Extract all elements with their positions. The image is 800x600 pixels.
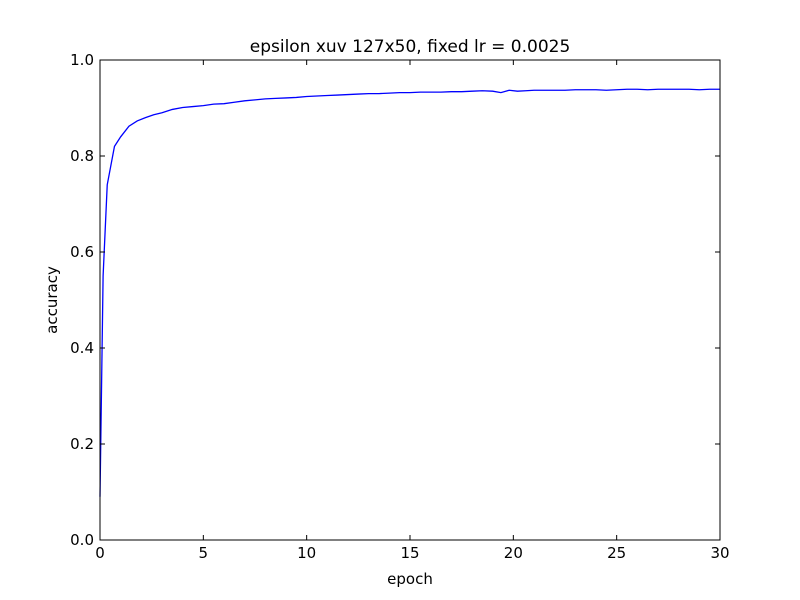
x-axis-label: epoch: [387, 570, 433, 588]
y-tick-label: 0.0: [70, 531, 94, 549]
y-tick-label: 0.4: [70, 339, 94, 357]
x-tick-label: 0: [95, 544, 105, 562]
x-tick-label: 25: [607, 544, 626, 562]
series-line-1: [99, 88, 720, 497]
x-axis-ticks: 0 5 10 15 20 25 30: [95, 60, 730, 562]
y-tick-label: 0.8: [70, 147, 94, 165]
y-tick-label: 1.0: [70, 51, 94, 69]
x-tick-label: 10: [297, 544, 316, 562]
series-layer: [99, 88, 720, 497]
y-tick-label: 0.6: [70, 243, 94, 261]
y-axis-ticks: 0.0 0.2 0.4 0.6 0.8 1.0: [70, 51, 720, 549]
plot-frame: [99, 59, 721, 541]
y-axis-label: accuracy: [43, 266, 61, 334]
y-tick-label: 0.2: [70, 435, 94, 453]
x-tick-label: 30: [710, 544, 729, 562]
x-tick-label: 5: [199, 544, 209, 562]
chart-title: epsilon xuv 127x50, fixed lr = 0.0025: [250, 37, 571, 57]
x-tick-label: 20: [504, 544, 523, 562]
x-tick-label: 15: [400, 544, 419, 562]
plot-area: 0 5 10 15 20 25 30 0.0 0.2 0.4 0.6 0.8 1.0: [70, 51, 729, 562]
